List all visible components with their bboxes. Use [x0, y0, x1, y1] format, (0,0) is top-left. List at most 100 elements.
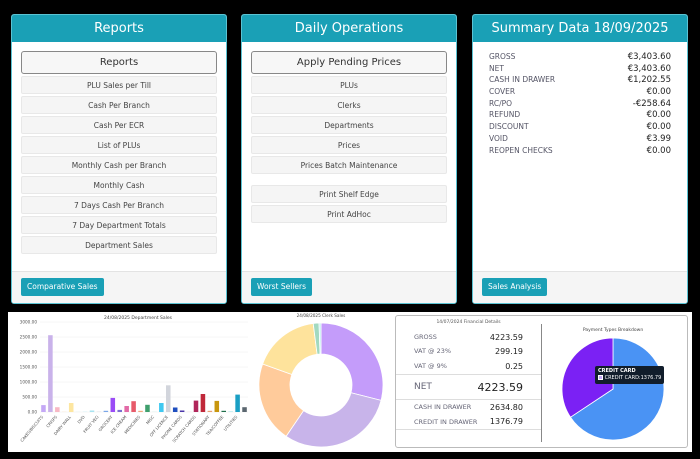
summary-label: GROSS	[489, 52, 516, 61]
chart-title: 24/08/2025 Department Sales	[104, 315, 173, 321]
reports-menu-item[interactable]: Monthly Cash	[21, 176, 217, 194]
bar	[89, 410, 95, 412]
financial-label: GROSS	[414, 333, 437, 341]
reports-menu-item[interactable]: Cash Per ECR	[21, 116, 217, 134]
bar	[117, 409, 122, 412]
bar	[200, 394, 206, 412]
summary-value: €3,403.60	[627, 52, 671, 62]
bar	[41, 405, 46, 412]
financial-value: 1376.79	[489, 417, 523, 426]
daily-menu-item[interactable]: Clerks	[251, 96, 447, 114]
reports-menu-item[interactable]: 7 Day Department Totals	[21, 216, 217, 234]
chart-tooltip: CREDIT CARD CREDIT CARD:1376.79	[595, 366, 665, 384]
summary-value: €0.00	[646, 122, 671, 133]
reports-menu-item[interactable]: Cash Per Branch	[21, 96, 217, 114]
summary-value: €3,403.60	[627, 63, 671, 74]
y-tick-label: 3000.00	[20, 320, 38, 325]
bar	[159, 403, 164, 412]
bar	[228, 411, 233, 412]
financial-label: NET	[414, 382, 432, 392]
donut-slice	[262, 323, 318, 376]
summary-header: Summary Data 18/09/2025	[473, 15, 687, 42]
reports-menu-item[interactable]: List of PLUs	[21, 136, 217, 154]
financial-row: VAT @ 23% 299.19	[396, 344, 541, 358]
tooltip-title: CREDIT CARD	[598, 368, 636, 374]
summary-value: €0.00	[646, 87, 671, 98]
reports-main-button[interactable]: Reports	[21, 51, 217, 74]
daily-operations-header: Daily Operations	[242, 15, 456, 42]
summary-label: VOID	[489, 133, 508, 143]
y-tick-label: 2000.00	[20, 350, 38, 355]
daily-menu-item[interactable]: Departments	[251, 116, 447, 134]
summary-panel: Summary Data 18/09/2025 GROSS €3,403.60 NE…	[472, 14, 688, 304]
pie-slice	[561, 337, 614, 418]
bar	[124, 406, 129, 412]
bar	[179, 410, 185, 412]
daily-operations-panel: Daily Operations Apply Pending Prices PL…	[241, 14, 457, 304]
x-tick-label: CAKES/BISCUITS	[19, 414, 44, 443]
summary-label: REOPEN CHECKS	[489, 145, 553, 155]
summary-row: DISCOUNT €0.00	[489, 122, 671, 134]
daily-menu-item[interactable]: PLUs	[251, 76, 447, 94]
financial-row: VAT @ 9% 0.25	[396, 358, 541, 374]
summary-row: COVER €0.00	[489, 87, 671, 99]
y-tick-label: 1500.00	[20, 365, 38, 370]
bar	[214, 400, 220, 412]
summary-label: CASH IN DRAWER	[489, 75, 556, 85]
financial-label: CASH IN DRAWER	[414, 403, 472, 411]
financial-value: 0.25	[505, 361, 523, 371]
bar	[235, 394, 240, 412]
summary-row: VOID €3.99	[489, 134, 671, 146]
financial-value: 2634.80	[489, 402, 523, 412]
financial-value: 4223.59	[477, 380, 524, 394]
bar	[207, 410, 213, 412]
y-tick-label: 1000.00	[20, 380, 38, 385]
financial-value: 299.19	[495, 346, 523, 356]
financial-details-box: 14/07/2024 Financial Details GROSS 4223.5…	[395, 315, 688, 448]
reports-header: Reports	[12, 15, 226, 42]
sales-analysis-button[interactable]: Sales Analysis	[482, 278, 548, 296]
donut-slice	[320, 322, 384, 401]
bar	[221, 410, 226, 412]
bar	[166, 385, 171, 412]
bar	[110, 397, 116, 412]
y-tick-label: 2500.00	[20, 335, 38, 340]
chart-title: 24/08/2025 Clerk Sales	[297, 313, 346, 318]
financial-label: CREDIT IN DRAWER	[414, 417, 478, 426]
financial-value: 4223.59	[489, 332, 523, 342]
summary-value: -€258.64	[632, 98, 671, 109]
x-tick-label: CRISPS	[45, 414, 58, 428]
print-menu-item[interactable]: Print Shelf Edge	[251, 185, 447, 203]
financial-row: GROSS 4223.59	[396, 330, 541, 344]
summary-label: DISCOUNT	[489, 122, 529, 132]
bar	[172, 407, 178, 412]
bar	[193, 400, 199, 412]
daily-menu-item[interactable]: Prices	[251, 136, 447, 154]
reports-panel: Reports Reports PLU Sales per Till Cash P…	[11, 14, 227, 304]
clerk-sales-chart: 24/08/2025 Clerk Sales	[258, 313, 384, 448]
summary-label: RC/PO	[489, 98, 513, 108]
reports-menu-item[interactable]: Department Sales	[21, 236, 217, 254]
department-sales-chart: 24/08/2025 Department Sales 0.00 500.00 100…	[19, 315, 248, 443]
bar	[131, 401, 136, 412]
x-tick-label: UTILITIES	[223, 414, 239, 432]
summary-value: €0.00	[646, 145, 671, 156]
bar	[103, 410, 109, 412]
reports-menu-item[interactable]: PLU Sales per Till	[21, 76, 217, 94]
comparative-sales-button[interactable]: Comparative Sales	[21, 278, 104, 296]
tooltip-body: CREDIT CARD:1376.79	[598, 375, 661, 382]
daily-menu-item[interactable]: Prices Batch Maintenance	[251, 156, 447, 174]
summary-value: €3.99	[646, 133, 671, 144]
apply-pending-prices-button[interactable]: Apply Pending Prices	[251, 51, 447, 74]
x-tick-label: MISC	[145, 414, 155, 425]
worst-sellers-button[interactable]: Worst Sellers	[251, 278, 313, 296]
financial-title: 14/07/2024 Financial Details	[436, 320, 501, 325]
bar	[242, 407, 247, 412]
financial-label: VAT @ 23%	[414, 347, 452, 355]
reports-menu-item[interactable]: 7 Days Cash Per Branch	[21, 196, 217, 214]
financial-row: CREDIT IN DRAWER 1376.79	[396, 414, 541, 430]
pie-slice	[569, 337, 665, 441]
financial-row: CASH IN DRAWER 2634.80	[396, 400, 541, 414]
reports-menu-item[interactable]: Monthly Cash per Branch	[21, 156, 217, 174]
print-menu-item[interactable]: Print AdHoc	[251, 205, 447, 223]
